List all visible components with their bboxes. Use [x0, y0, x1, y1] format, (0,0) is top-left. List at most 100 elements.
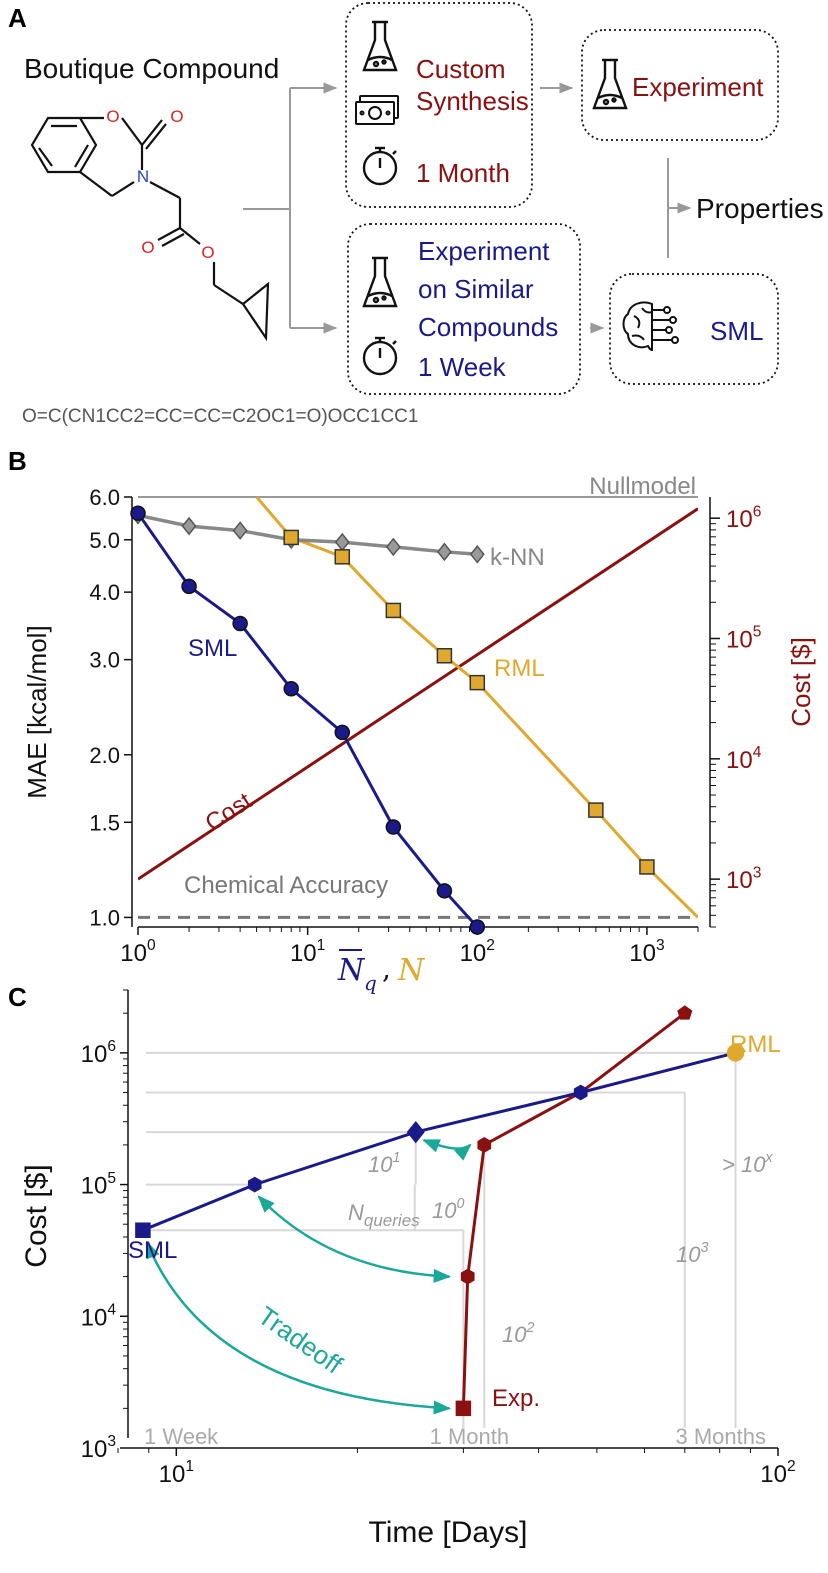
bond-c-oester-2: [161, 233, 185, 247]
y-tick-label: 1.5: [89, 810, 120, 835]
atom-n: N: [137, 167, 149, 186]
panel-b-marks: [138, 496, 698, 919]
knn-point: [385, 537, 401, 557]
box-similar-compounds: [347, 223, 581, 395]
bracket-label-10-3-base: 10: [676, 1242, 701, 1267]
c-y-tick-label-exp: 5: [107, 1170, 116, 1187]
y-tick-label: 2.0: [89, 743, 120, 768]
rml-point: [588, 802, 604, 818]
y2-tick-label: 104: [726, 744, 762, 774]
atom-o-ring: O: [106, 107, 119, 126]
c-x-tick-label: 101: [159, 1458, 194, 1488]
experiment-label: Experiment: [632, 72, 764, 102]
similar-label-2: on Similar: [418, 274, 534, 304]
bracket-label-10-0-exp: 0: [456, 1196, 464, 1212]
c-y-tick-label: 104: [81, 1301, 117, 1331]
rml-point: [334, 549, 351, 565]
y2-tick-label-base: 10: [726, 506, 753, 533]
custom-label: Custom: [416, 54, 506, 84]
cost-line: [138, 507, 698, 881]
bracket-label-10-x-exp: x: [764, 1150, 773, 1166]
y2-tick-label-exp: 4: [753, 744, 762, 761]
y-tick-label: 1.0: [89, 905, 120, 930]
brain-icon: [622, 301, 679, 352]
y-tick-label: 5.0: [89, 528, 120, 553]
c-y-tick-label-base: 10: [81, 1436, 108, 1463]
bracket-label-10-0-base: 10: [432, 1198, 457, 1223]
c-y-tick-label-exp: 4: [107, 1301, 116, 1318]
c-y-tick-label-base: 10: [81, 1041, 108, 1068]
exp-point-label: Exp.: [492, 1385, 540, 1412]
n-subscript-q: q: [364, 971, 377, 995]
knn-line: [138, 513, 478, 557]
y-tick-label: 6.0: [89, 485, 120, 510]
n-separator: ,: [382, 952, 391, 985]
cost-line-label: Cost: [201, 787, 257, 837]
bond-ch2-ring: [79, 171, 113, 197]
one-week-label: 1 Week: [418, 352, 507, 382]
c-x-tick-label-base: 10: [159, 1461, 186, 1488]
x-tick-label-exp: 2: [486, 937, 495, 954]
bracket-label-10-3: 103: [676, 1240, 708, 1267]
sml-line: [136, 512, 479, 929]
nullmodel-label: Nullmodel: [589, 473, 696, 500]
box-experiment: [581, 29, 779, 141]
n-symbol: N: [397, 953, 426, 988]
c-y-tick-label-exp: 3: [107, 1433, 116, 1450]
molecule-structure: [30, 116, 270, 342]
c-y-tick-label: 103: [81, 1433, 116, 1463]
rml-point: [469, 674, 486, 691]
panel-b-axes: 100 101 102 1031.01.52.03.04.05.06.01031041…: [89, 485, 761, 967]
bond-c-carbonyl-2: [145, 123, 167, 150]
exp-cost-point: [460, 1268, 475, 1285]
panel-a: A Boutique Compound O O N O: [8, 2, 824, 427]
sml-cost-point: [247, 1176, 262, 1193]
panel-label-c: C: [8, 982, 27, 1012]
rml-cost-point: [726, 1044, 745, 1062]
rml-point-label: RML: [730, 1031, 781, 1058]
panel-b-markers: [130, 505, 655, 935]
knn-point: [469, 544, 485, 564]
properties-label: Properties: [696, 193, 824, 224]
rml-point: [436, 648, 453, 664]
exp-cost-point: [477, 1137, 492, 1153]
sml-cost-point: [135, 1222, 151, 1238]
rml-point: [283, 529, 299, 546]
x-tick-label-base: 10: [290, 940, 317, 967]
sml-point: [436, 883, 453, 899]
stopwatch-icon: [362, 146, 398, 186]
benzene-double-bond-3: [38, 147, 53, 167]
sml-point: [283, 680, 299, 697]
c-x-tick-label-base: 10: [760, 1461, 787, 1488]
knn-point: [334, 532, 350, 552]
x-tick-label: 103: [629, 937, 664, 967]
similar-label-3: Compounds: [418, 312, 558, 342]
benzene-double-bond-2: [74, 144, 89, 168]
sml-point: [469, 919, 486, 935]
y-tick-label: 4.0: [89, 580, 120, 605]
knn-point: [436, 542, 452, 562]
y2-tick-label: 106: [726, 503, 761, 533]
n-axis-label: N q , N: [337, 949, 426, 995]
bond-o-c: [121, 117, 143, 146]
panel-b: B 100 101 102 1031.01.52.03.04.05.06.010310…: [8, 446, 816, 995]
bracket-label-10-2: 102: [502, 1320, 534, 1347]
y2-tick-label-exp: 5: [753, 624, 762, 641]
box-sml: [609, 273, 779, 385]
panel-label-b: B: [8, 446, 27, 476]
panel-label-a: A: [8, 3, 27, 33]
sml-cost-point: [573, 1084, 588, 1101]
exp-cost-point: [677, 1005, 693, 1020]
sml-point: [181, 578, 197, 595]
sml-cost-point: [406, 1120, 425, 1144]
bracket-label-10-x: > 10x: [722, 1150, 773, 1177]
rml-point: [385, 602, 402, 619]
bond-c-o: [179, 227, 201, 245]
bond-c-oester: [157, 227, 181, 241]
y2-tick-label-base: 10: [726, 867, 753, 894]
knn-point: [181, 516, 197, 536]
y2-tick-label: 103: [726, 864, 761, 894]
bracket-label-10-2-exp: 2: [525, 1320, 534, 1336]
